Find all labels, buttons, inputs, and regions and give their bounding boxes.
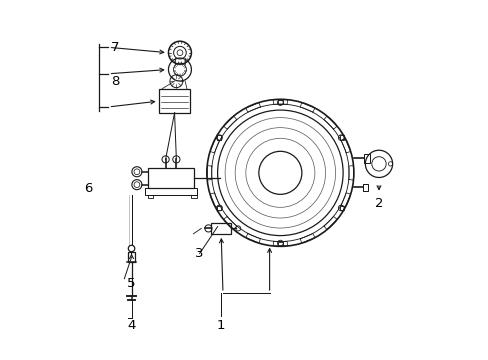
Bar <box>159 89 189 113</box>
Bar <box>191 194 196 198</box>
Bar <box>144 188 197 195</box>
Text: 8: 8 <box>111 75 120 88</box>
Text: 3: 3 <box>195 247 203 260</box>
Bar <box>147 168 194 188</box>
Bar <box>128 252 135 262</box>
Bar <box>278 100 282 104</box>
Bar <box>216 206 221 211</box>
Text: 4: 4 <box>127 319 136 332</box>
Bar <box>147 194 153 198</box>
Text: 7: 7 <box>111 41 120 54</box>
Bar <box>363 154 369 163</box>
Text: 5: 5 <box>127 278 136 291</box>
Bar <box>278 242 282 246</box>
Bar <box>339 206 343 211</box>
Bar <box>211 223 230 234</box>
Text: 1: 1 <box>217 319 225 332</box>
Bar <box>339 135 343 140</box>
Text: 2: 2 <box>374 197 383 210</box>
Bar <box>216 135 221 140</box>
Text: 6: 6 <box>84 183 93 195</box>
Bar <box>362 184 367 191</box>
